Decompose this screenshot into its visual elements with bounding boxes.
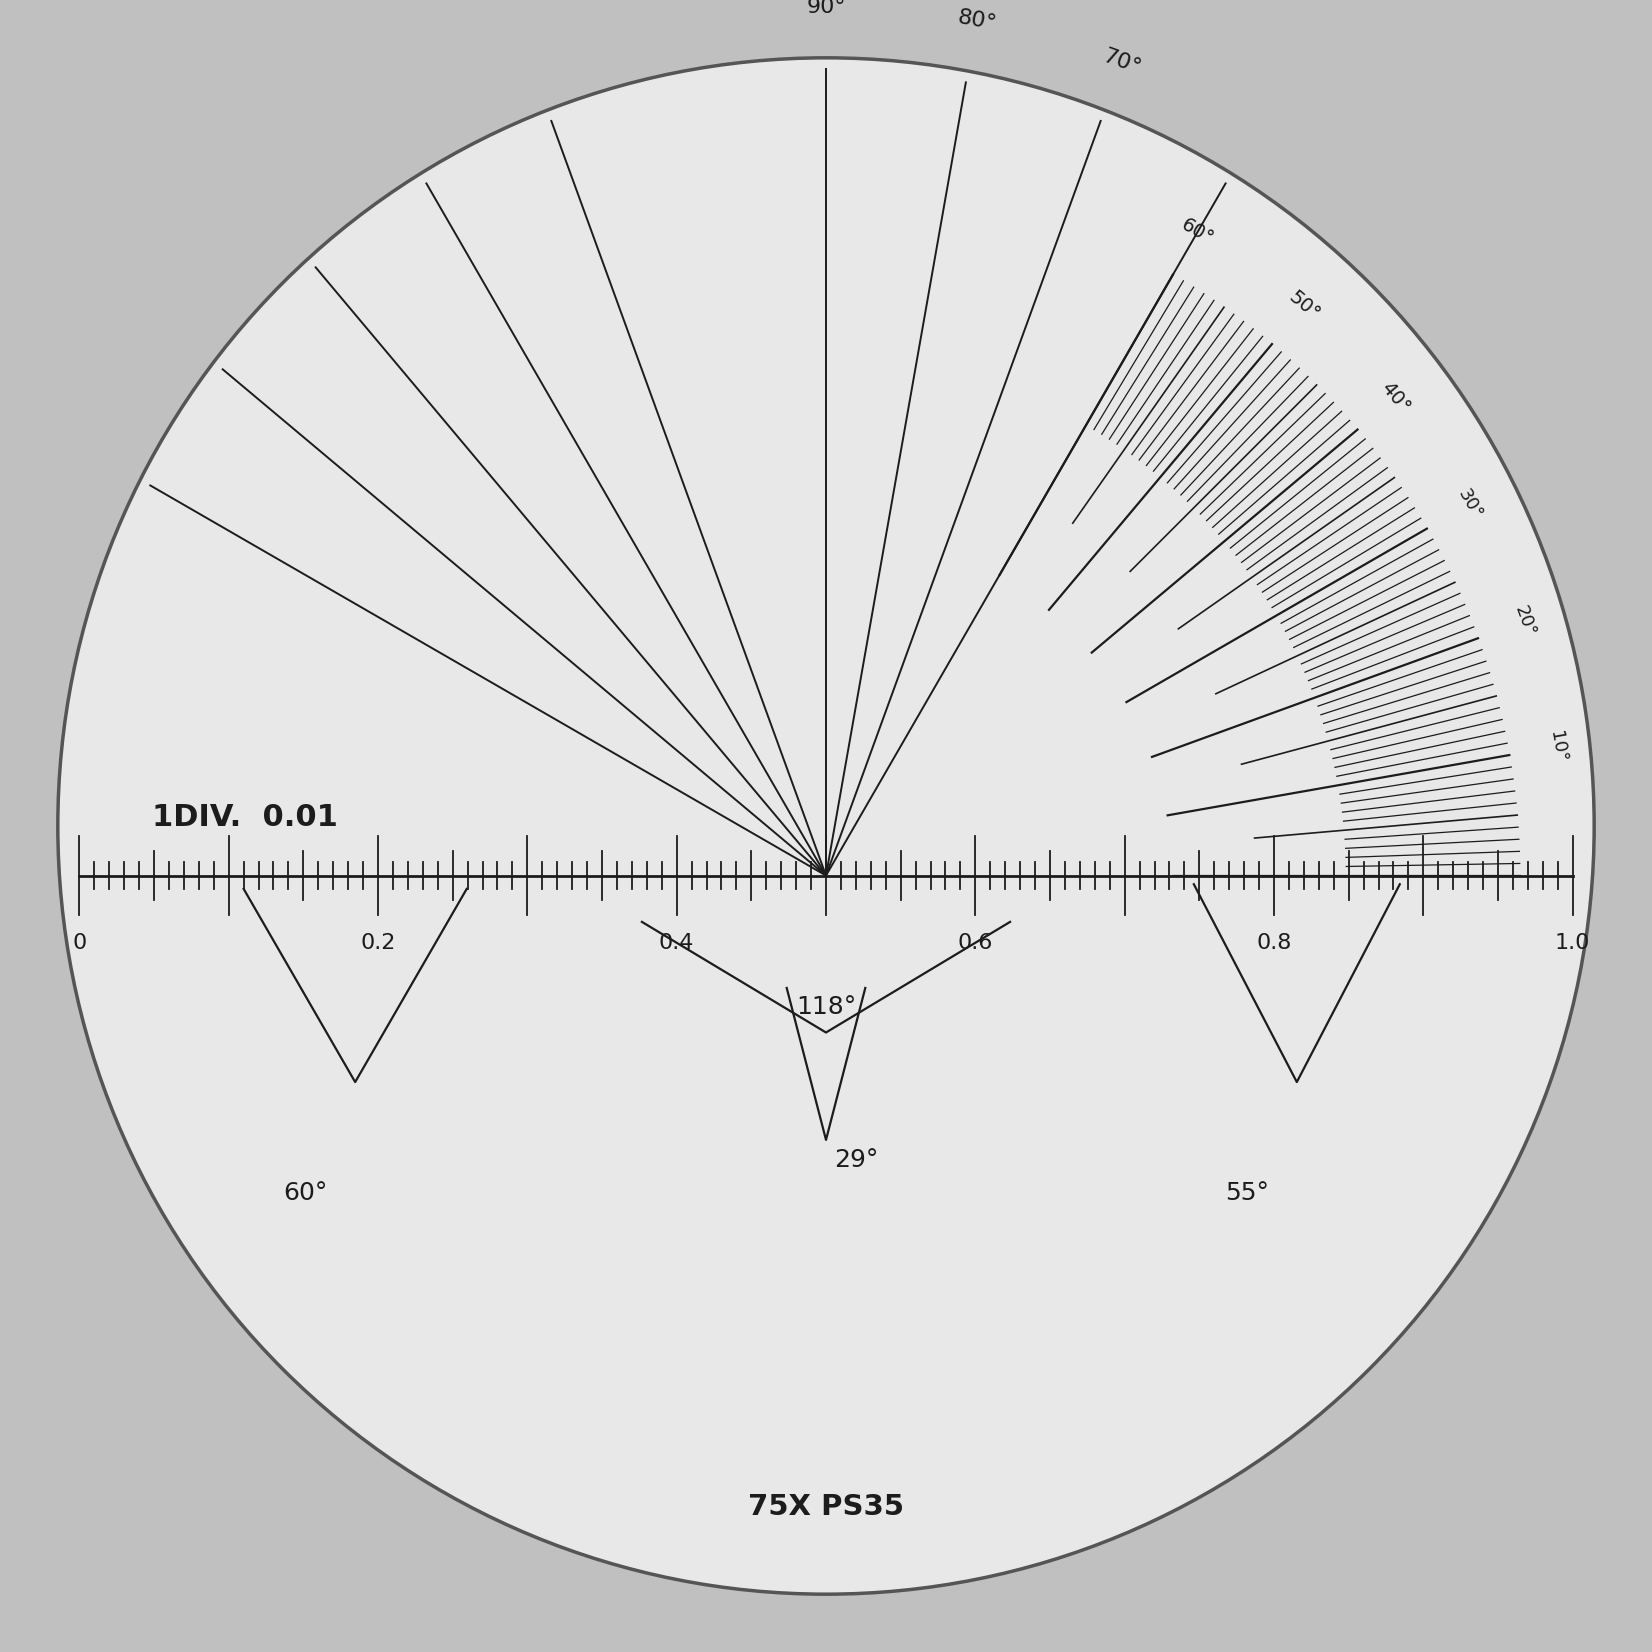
- Text: 29°: 29°: [834, 1148, 879, 1173]
- Text: 10°: 10°: [1546, 729, 1569, 763]
- Text: 30°: 30°: [1454, 486, 1485, 522]
- Text: 0.4: 0.4: [659, 933, 694, 953]
- Text: 60°: 60°: [284, 1181, 327, 1206]
- Text: 0: 0: [73, 933, 86, 953]
- Text: 0.6: 0.6: [958, 933, 993, 953]
- Text: 1.0: 1.0: [1555, 933, 1591, 953]
- Text: 90°: 90°: [806, 0, 846, 17]
- Text: 55°: 55°: [1226, 1181, 1269, 1206]
- Text: 75X PS35: 75X PS35: [748, 1493, 904, 1520]
- Text: 1DIV.  0.01: 1DIV. 0.01: [152, 803, 339, 833]
- Text: 0.2: 0.2: [360, 933, 396, 953]
- Text: 60°: 60°: [1178, 215, 1218, 248]
- Text: 118°: 118°: [796, 995, 856, 1019]
- Circle shape: [58, 58, 1594, 1594]
- Text: 80°: 80°: [955, 7, 998, 33]
- Text: 0.8: 0.8: [1256, 933, 1292, 953]
- Text: 50°: 50°: [1285, 287, 1323, 324]
- Text: 20°: 20°: [1510, 603, 1538, 639]
- Text: 40°: 40°: [1378, 378, 1414, 416]
- Text: 70°: 70°: [1100, 46, 1145, 78]
